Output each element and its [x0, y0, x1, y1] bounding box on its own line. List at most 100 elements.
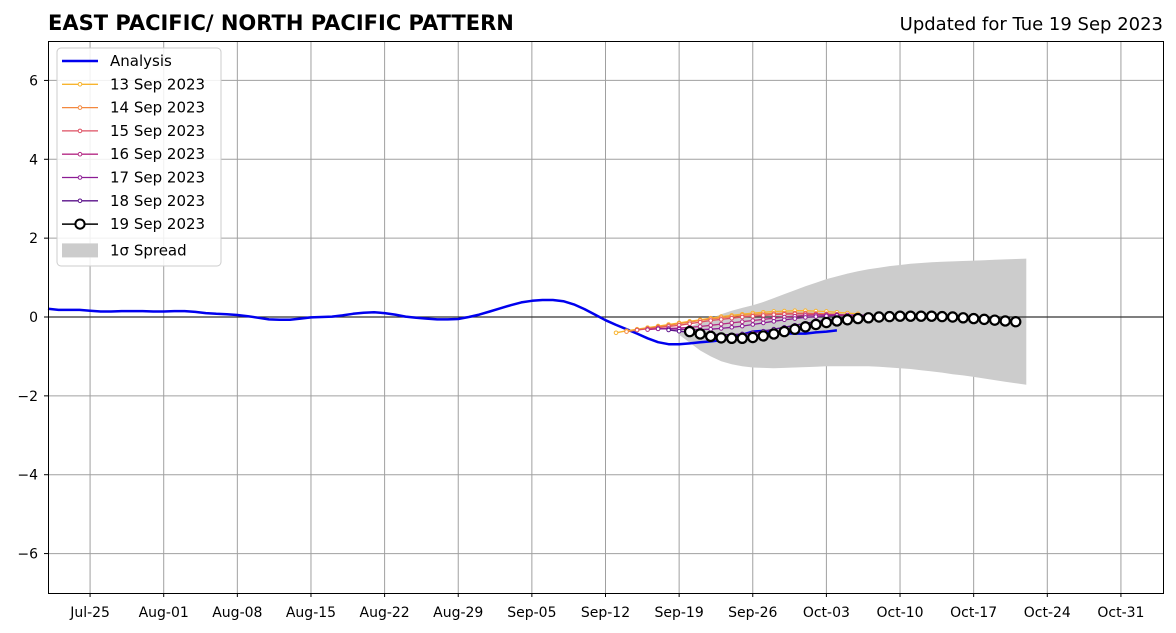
- x-tick-label: Aug-22: [360, 605, 410, 621]
- forecast-point: [739, 314, 745, 320]
- forecast-point: [729, 315, 735, 321]
- forecast-point: [782, 317, 787, 323]
- current-forecast-point: [957, 312, 969, 324]
- current-forecast-point: [873, 311, 885, 323]
- analysis-line: [47, 298, 838, 346]
- legend: Analysis 13 Sep 2023 14 Sep 2023 15 Sep 202…: [56, 47, 222, 267]
- forecast-point: [666, 327, 671, 333]
- forecast-point: [708, 318, 713, 323]
- forecast-point: [624, 329, 629, 334]
- forecast-point: [676, 328, 682, 334]
- legend-swatch-current-marker: [74, 218, 86, 230]
- forecast-point: [760, 320, 766, 326]
- current-forecast-point: [862, 312, 875, 324]
- forecast-point: [792, 316, 798, 321]
- legend-swatch-marker: [77, 128, 83, 134]
- x-tick-label: Sep-19: [654, 605, 703, 621]
- x-tick-label: Oct-31: [1097, 605, 1144, 621]
- current-forecast-point: [799, 321, 812, 333]
- current-forecast-point: [852, 312, 864, 325]
- current-forecast-point: [736, 332, 748, 344]
- forecast-point: [750, 313, 756, 319]
- current-forecast-point: [789, 323, 801, 335]
- legend-box: [56, 47, 222, 267]
- forecast-point: [771, 319, 777, 324]
- x-tick-label: Jul-25: [69, 605, 110, 621]
- forecast-point: [739, 323, 745, 329]
- legend-swatch-marker: [77, 198, 83, 204]
- y-tick-label: 0: [29, 310, 38, 326]
- current-forecast-point: [820, 316, 833, 329]
- legend-label: 18 Sep 2023: [110, 192, 205, 210]
- forecast-point: [750, 318, 756, 323]
- x-tick-label: Oct-24: [1024, 605, 1071, 621]
- current-forecast-point: [683, 325, 696, 338]
- current-forecast-point: [978, 313, 990, 326]
- x-tick-label: Aug-15: [286, 605, 336, 621]
- forecast-point: [718, 326, 724, 331]
- forecast-point: [750, 322, 756, 327]
- current-forecast-point: [936, 310, 948, 323]
- current-forecast-point: [810, 318, 822, 331]
- y-tick-label: −4: [17, 468, 38, 484]
- forecast-point: [813, 314, 819, 319]
- current-forecast-point: [694, 328, 706, 340]
- current-forecast-point: [704, 330, 717, 343]
- y-tick-label: −2: [17, 389, 38, 405]
- legend-label: 19 Sep 2023: [110, 215, 205, 233]
- x-tick-label: Sep-12: [581, 605, 630, 621]
- current-forecast-series: [683, 310, 1022, 344]
- forecast-point: [729, 320, 735, 326]
- current-forecast-point: [726, 332, 738, 344]
- forecast-point: [760, 313, 766, 318]
- x-tick-label: Oct-17: [950, 605, 997, 621]
- current-forecast-point: [747, 331, 759, 344]
- legend-swatch-marker: [77, 151, 83, 157]
- series-layer: [47, 298, 1022, 346]
- forecast-point: [655, 326, 661, 332]
- legend-swatch-marker: [77, 105, 83, 110]
- x-tick-label: Oct-03: [803, 605, 850, 621]
- x-tick-label: Aug-08: [212, 605, 262, 621]
- legend-label: 15 Sep 2023: [110, 122, 205, 140]
- legend-label: 13 Sep 2023: [110, 75, 205, 93]
- forecast-point: [708, 326, 713, 332]
- current-forecast-point: [999, 315, 1011, 327]
- forecast-point: [634, 327, 640, 333]
- forecast-point: [718, 321, 724, 327]
- current-forecast-point: [988, 314, 1001, 326]
- legend-swatch-marker: [77, 82, 83, 87]
- x-tick-label: Sep-05: [507, 605, 556, 621]
- current-forecast-point: [768, 328, 780, 340]
- legend-label: 14 Sep 2023: [110, 99, 205, 117]
- legend-label: 1σ Spread: [110, 241, 187, 259]
- forecast-point: [613, 330, 619, 336]
- current-forecast-point: [715, 332, 727, 344]
- current-forecast-point: [841, 314, 854, 326]
- x-tick-label: Aug-01: [139, 605, 189, 621]
- legend-label: 16 Sep 2023: [110, 145, 205, 163]
- x-tick-label: Sep-26: [728, 605, 777, 621]
- chart-subtitle: Updated for Tue 19 Sep 2023: [900, 14, 1163, 35]
- current-forecast-point: [831, 315, 843, 327]
- current-forecast-point: [946, 311, 959, 323]
- legend-label: Analysis: [110, 52, 172, 70]
- forecast-point: [803, 315, 808, 320]
- forecast-point: [645, 327, 650, 332]
- current-forecast-point: [915, 310, 927, 322]
- current-forecast-point: [883, 310, 896, 323]
- current-forecast-point: [967, 312, 980, 325]
- y-tick-label: 6: [29, 73, 38, 89]
- legend-swatch-spread: [62, 243, 98, 258]
- forecast-point: [729, 324, 735, 330]
- legend-label: 17 Sep 2023: [110, 169, 205, 187]
- current-forecast-point: [904, 310, 917, 322]
- chart-title: EAST PACIFIC/ NORTH PACIFIC PATTERN: [48, 11, 514, 35]
- y-tick-label: 4: [29, 152, 38, 168]
- forecast-point: [697, 319, 703, 325]
- legend-swatch-marker: [77, 175, 83, 180]
- current-forecast-point: [1010, 316, 1022, 328]
- tick-layer: Jul-25 Aug-01 Aug-08 Aug-15 Aug-22 Aug-29 Sep-…: [17, 73, 1144, 621]
- x-tick-label: Aug-29: [433, 605, 483, 621]
